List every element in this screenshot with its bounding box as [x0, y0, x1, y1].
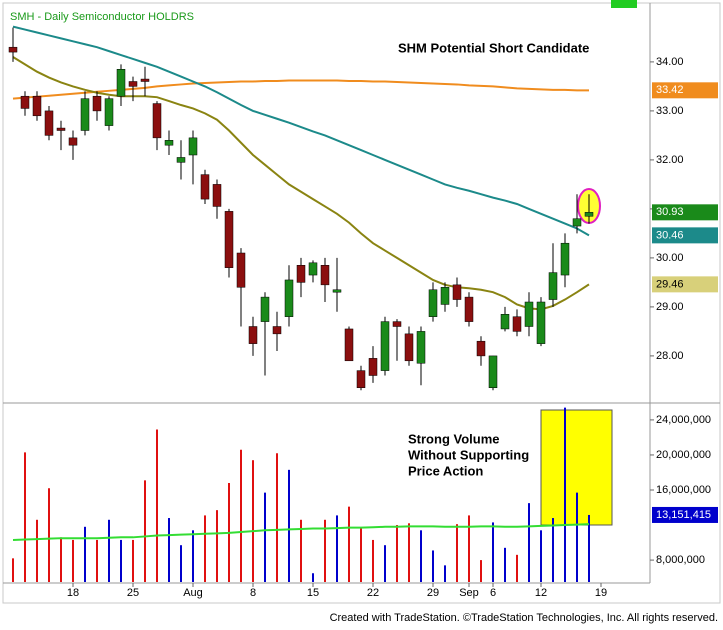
candle-body — [332, 289, 342, 293]
price-marker-label: 29.46 — [656, 278, 684, 290]
candle-body — [260, 296, 270, 322]
y-tick-label: 16,000,000 — [656, 484, 711, 496]
plot-area: 28.0029.0030.0031.0032.0033.0034.001825A… — [8, 25, 718, 599]
y-tick-label: 29.00 — [656, 301, 684, 313]
candle-body — [560, 242, 570, 276]
candle-body — [56, 127, 66, 131]
status-indicator — [611, 0, 637, 8]
candle-body — [548, 272, 558, 300]
candle-body — [584, 212, 594, 217]
x-tick-label: 18 — [67, 587, 79, 599]
x-tick-label: 29 — [427, 587, 439, 599]
annotation: Strong Volume — [408, 431, 499, 446]
x-tick-label: Aug — [183, 587, 203, 599]
x-tick-label: 12 — [535, 587, 547, 599]
volume-average — [12, 523, 590, 541]
y-tick-label: 24,000,000 — [656, 414, 711, 426]
x-tick-label: 8 — [250, 587, 256, 599]
candle-body — [356, 370, 366, 389]
candle-body — [404, 333, 414, 362]
candle-body — [164, 140, 174, 146]
candle-body — [296, 265, 306, 283]
y-tick-label: 30.00 — [656, 252, 684, 264]
candle-body — [128, 81, 138, 87]
y-tick-label: 32.00 — [656, 154, 684, 166]
candle-body — [380, 321, 390, 371]
candle-body — [344, 328, 354, 362]
candle-body — [224, 211, 234, 268]
candle-body — [176, 157, 186, 163]
candle-body — [368, 358, 378, 376]
candle-body — [440, 287, 450, 305]
candle-body — [236, 252, 246, 288]
price-marker — [652, 276, 718, 293]
y-tick-label: 33.00 — [656, 105, 684, 117]
moving-average — [12, 56, 590, 311]
candle-body — [68, 137, 78, 146]
price-marker — [652, 227, 718, 244]
price-marker — [652, 204, 718, 221]
candle-body — [416, 331, 426, 364]
candle-body — [248, 326, 258, 344]
candle-body — [512, 316, 522, 332]
x-tick-label: 6 — [490, 587, 496, 599]
y-tick-label: 28.00 — [656, 350, 684, 362]
x-tick-label: 25 — [127, 587, 139, 599]
candle-body — [200, 174, 210, 200]
candle-body — [152, 103, 162, 139]
annotation: Without Supporting — [408, 447, 529, 462]
moving-average — [12, 79, 589, 100]
candle-body — [476, 340, 486, 357]
candle-body — [92, 95, 102, 112]
candle-body — [284, 279, 294, 317]
moving-average — [12, 25, 590, 237]
annotation: Price Action — [408, 463, 483, 478]
candle-body — [500, 314, 510, 330]
candle-body — [536, 301, 546, 344]
footer: Created with TradeStation. ©TradeStation… — [330, 612, 718, 624]
price-marker — [652, 82, 718, 99]
candle-body — [116, 69, 126, 97]
annotation: SHM Potential Short Candidate — [398, 40, 589, 55]
y-tick-label: 8,000,000 — [656, 554, 705, 566]
x-tick-label: 22 — [367, 587, 379, 599]
candle-body — [320, 265, 330, 286]
price-marker-label: 30.46 — [656, 229, 684, 241]
candle-body — [452, 284, 462, 300]
candle-body — [392, 321, 402, 327]
candle-body — [140, 78, 150, 82]
price-marker-label: 13,151,415 — [656, 509, 711, 521]
candle-body — [572, 218, 582, 227]
candle-body — [212, 184, 222, 207]
x-tick-label: Sep — [459, 587, 479, 599]
candle-body — [20, 95, 30, 109]
candle-body — [488, 355, 498, 388]
candle-body — [32, 95, 42, 117]
candle-body — [104, 98, 114, 126]
price-marker-label: 33.42 — [656, 84, 684, 96]
frame — [2, 2, 721, 604]
candle-body — [44, 110, 54, 136]
candle-body — [308, 262, 318, 276]
chart-title: SMH - Daily Semiconductor HOLDRS — [10, 11, 194, 23]
candle-body — [464, 296, 474, 322]
price-marker — [652, 506, 718, 523]
candle-body — [272, 326, 282, 335]
price-marker-label: 30.93 — [656, 206, 684, 218]
candle-body — [188, 137, 198, 156]
candle-body — [8, 46, 18, 53]
x-tick-label: 15 — [307, 587, 319, 599]
x-tick-label: 19 — [595, 587, 607, 599]
y-tick-label: 34.00 — [656, 56, 684, 68]
candle-body — [80, 98, 90, 131]
y-tick-label: 20,000,000 — [656, 449, 711, 461]
candle-body — [524, 301, 534, 327]
candle-body — [428, 289, 438, 317]
